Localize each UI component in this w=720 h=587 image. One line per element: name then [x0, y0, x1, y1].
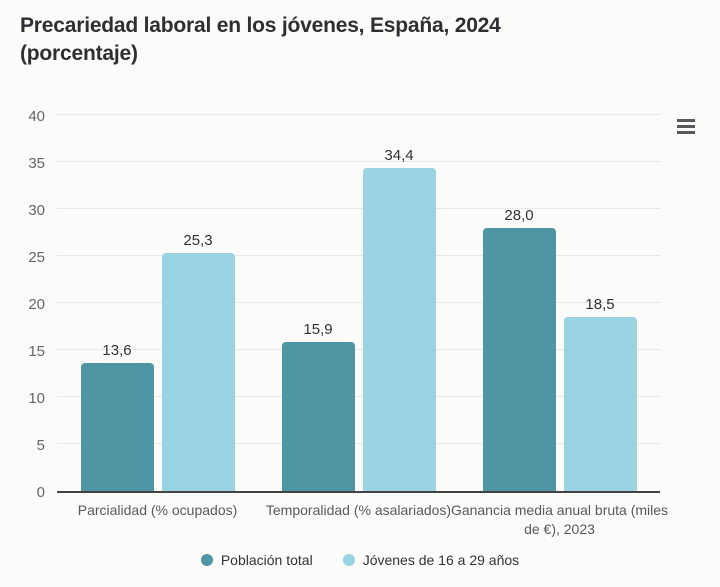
legend-marker-icon [342, 554, 355, 566]
y-axis: 0 5 10 15 20 25 30 35 40 [0, 108, 45, 501]
legend: Población total Jóvenes de 16 a 29 años [0, 552, 720, 568]
page-title: Precariedad laboral en los jóvenes, Espa… [20, 12, 620, 68]
bar-poblaci-n-total-0[interactable] [80, 363, 154, 491]
bar-poblaci-n-total-1[interactable] [281, 341, 355, 491]
gridline-y-25 [57, 255, 660, 256]
y-tick-label-30: 30 [28, 202, 45, 219]
value-label-0-0: 13,6 [102, 342, 132, 360]
legend-label-0: Población total [220, 552, 313, 568]
page-title-line-2: (porcentaje) [20, 42, 138, 65]
bar-j-venes-de-16-a-29-a-os-1[interactable] [362, 167, 436, 491]
x-category-label-0: Parcialidad (% ocupados) [77, 502, 238, 518]
bar-poblaci-n-total-2[interactable] [482, 227, 556, 491]
gridline-y-10 [57, 396, 660, 397]
legend-label-1: Jóvenes de 16 a 29 años [362, 552, 520, 568]
page-title-line-1: Precariedad laboral en los jóvenes, Espa… [20, 14, 501, 37]
gridline-y-15 [57, 349, 660, 350]
bar-j-venes-de-16-a-29-a-os-2[interactable] [563, 317, 637, 491]
y-tick-label-20: 20 [28, 296, 45, 313]
y-tick-label-35: 35 [28, 155, 45, 172]
bar-j-venes-de-16-a-29-a-os-0[interactable] [161, 253, 235, 491]
value-label-1-0: 25,3 [183, 232, 213, 250]
plot-area: 13,6 15,9 28,0 25,3 34,4 18,5 [57, 114, 660, 493]
value-label-1-1: 34,4 [384, 146, 414, 164]
hamburger-bar [677, 130, 695, 134]
gridline-y-5 [57, 443, 660, 444]
hamburger-bar [677, 118, 695, 122]
gridline-y-30 [57, 208, 660, 209]
y-tick-label-0: 0 [36, 484, 45, 501]
y-tick-label-25: 25 [28, 249, 45, 266]
y-tick-label-40: 40 [28, 108, 45, 125]
legend-item-1[interactable]: Jóvenes de 16 a 29 años [342, 552, 520, 568]
value-label-0-1: 15,9 [303, 320, 333, 338]
hamburger-bar [677, 124, 695, 128]
y-tick-label-5: 5 [36, 437, 45, 454]
value-label-1-2: 18,5 [585, 296, 615, 314]
legend-marker-icon [200, 554, 213, 566]
chart-context-menu-icon[interactable] [676, 116, 696, 136]
x-category-label-1: Temporalidad (% asalariados) [265, 502, 452, 518]
gridline-y-35 [57, 161, 660, 162]
x-category-label-2: Ganancia media anual bruta (miles de €),… [450, 502, 669, 537]
value-label-0-2: 28,0 [504, 206, 534, 224]
gridline-y-20 [57, 302, 660, 303]
gridline-y-40 [57, 114, 660, 115]
y-tick-label-15: 15 [28, 343, 45, 360]
legend-item-0[interactable]: Población total [200, 552, 313, 568]
y-tick-label-10: 10 [28, 390, 45, 407]
